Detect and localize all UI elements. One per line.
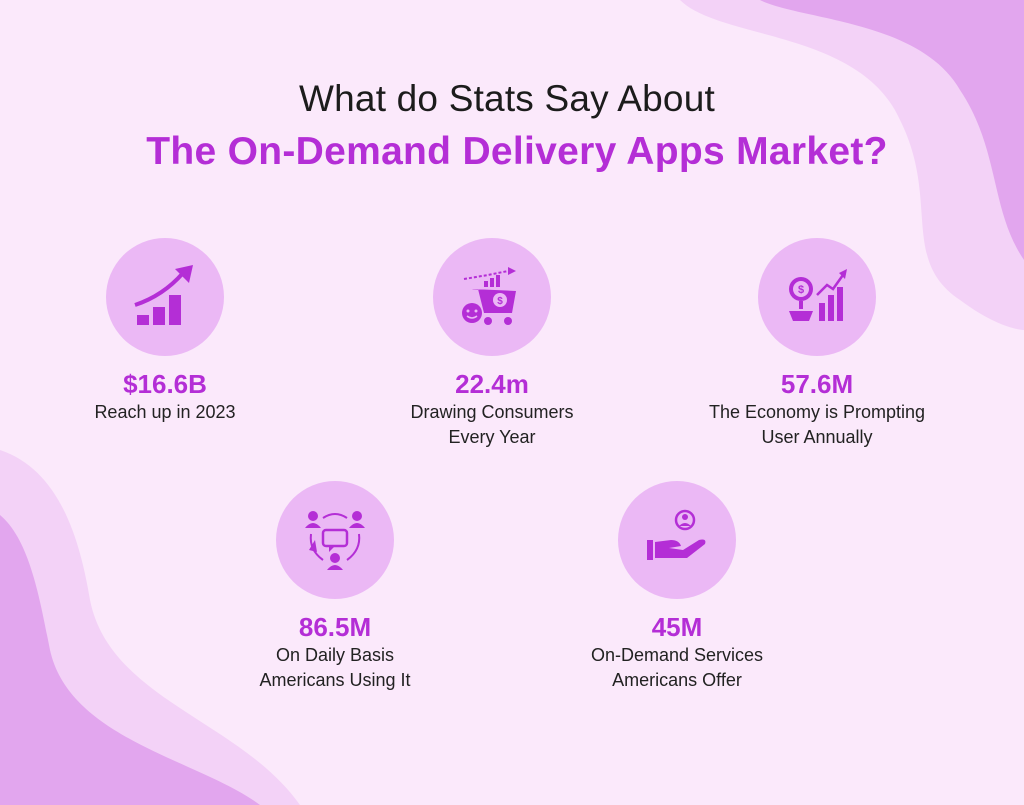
hand-user-icon bbox=[647, 509, 706, 560]
growth-chart-icon bbox=[134, 265, 193, 325]
heading-line-1: What do Stats Say About bbox=[299, 78, 715, 119]
people-network-icon bbox=[305, 511, 365, 570]
stat-drawing-consumers: $ 22.4m Drawing Consumers Every Year bbox=[342, 238, 642, 450]
stat-description-line-2: Every Year bbox=[448, 427, 536, 447]
stat-daily-basis: 86.5M On Daily Basis Americans Using It bbox=[185, 481, 485, 693]
stat-description-line-1: Reach up in 2023 bbox=[94, 402, 236, 422]
stat-description-line-1: The Economy is Prompting bbox=[708, 402, 926, 422]
stat-description-line-1: On Daily Basis bbox=[275, 645, 395, 665]
stat-value: $16.6B bbox=[123, 369, 207, 399]
stat-description-line-1: Drawing Consumers bbox=[410, 402, 574, 422]
stat-value: 45M bbox=[651, 612, 703, 642]
stat-on-demand-services: 45M On-Demand Services Americans Offer bbox=[527, 481, 827, 693]
stat-reach-2023: $16.6B Reach up in 2023 bbox=[15, 238, 315, 425]
stat-value: 86.5M bbox=[298, 612, 372, 642]
icon-circle bbox=[618, 481, 736, 599]
shopping-cart-icon: $ bbox=[462, 267, 516, 325]
icon-circle bbox=[106, 238, 224, 356]
stat-description-line-2: Americans Using It bbox=[259, 670, 411, 690]
stat-description-line-1: On-Demand Services bbox=[590, 645, 764, 665]
svg-text:$: $ bbox=[497, 296, 503, 307]
icon-circle bbox=[276, 481, 394, 599]
stat-description-line-2: User Annually bbox=[761, 427, 873, 447]
svg-text:$: $ bbox=[798, 284, 804, 296]
icon-circle: $ bbox=[758, 238, 876, 356]
stat-economy-prompting: $ 57.6M The Economy is Prompting User An… bbox=[667, 238, 967, 450]
stat-value: 22.4m bbox=[455, 369, 529, 399]
stat-description-line-2: Americans Offer bbox=[612, 670, 742, 690]
money-growth-icon: $ bbox=[789, 269, 847, 321]
icon-circle: $ bbox=[433, 238, 551, 356]
heading-line-2: The On-Demand Delivery Apps Market? bbox=[146, 130, 888, 173]
stat-value: 57.6M bbox=[780, 369, 854, 399]
